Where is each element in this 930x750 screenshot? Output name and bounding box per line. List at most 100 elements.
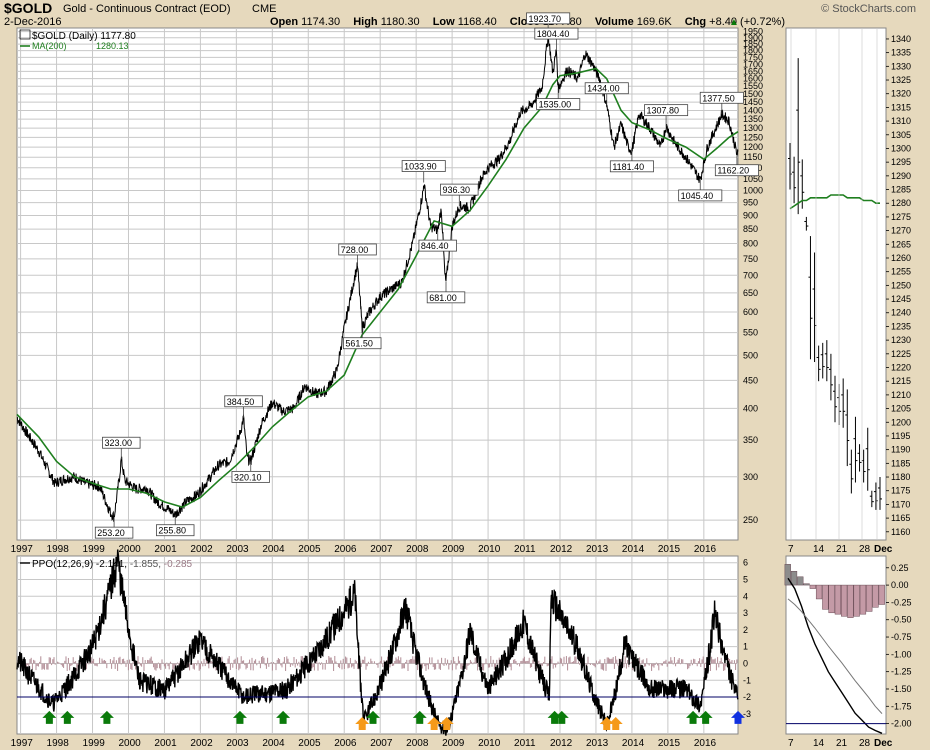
ppo-histogram-bar bbox=[859, 584, 867, 615]
y-tick-label: 400 bbox=[743, 403, 758, 413]
zoom-ma-line bbox=[789, 194, 880, 210]
y-tick-label: 1270 bbox=[891, 226, 911, 236]
x-tick-label: 2004 bbox=[262, 738, 285, 749]
y-tick-label: 600 bbox=[743, 307, 758, 317]
x-tick-label: 2011 bbox=[514, 738, 536, 749]
y-tick-label: 1650 bbox=[743, 66, 763, 76]
y-tick-label: 1900 bbox=[743, 33, 763, 43]
y-tick-label: 1950 bbox=[743, 27, 763, 37]
annotation-label: 1804.40 bbox=[537, 29, 570, 39]
y-tick-label: -1 bbox=[743, 675, 751, 685]
y-tick-label: -1.50 bbox=[891, 684, 912, 694]
x-tick-label: 2007 bbox=[370, 738, 393, 749]
annotation-box bbox=[343, 337, 382, 350]
stat-label: Low bbox=[432, 16, 458, 28]
y-tick-label: 4 bbox=[743, 591, 748, 601]
chart-symbol: $GOLD bbox=[4, 0, 53, 16]
y-tick-label: -1.75 bbox=[891, 701, 912, 711]
arrow-up-icon bbox=[439, 717, 454, 730]
annotation-label: 1307.80 bbox=[646, 106, 679, 116]
y-tick-label: -0.25 bbox=[891, 597, 912, 607]
arrow-up-icon bbox=[427, 717, 442, 730]
x-tick-label: 2008 bbox=[406, 544, 429, 555]
y-tick-label: 1265 bbox=[891, 239, 911, 249]
x-tick-label: 2009 bbox=[442, 544, 465, 555]
y-tick-label: 1295 bbox=[891, 157, 911, 167]
y-tick-label: 1330 bbox=[891, 61, 911, 71]
ppo-histogram-bar bbox=[878, 584, 885, 605]
y-tick-label: -1.00 bbox=[891, 649, 912, 659]
stat-label: Volume bbox=[594, 16, 637, 28]
arrow-up-icon bbox=[554, 710, 569, 724]
ma-legend-value: 1280.13 bbox=[96, 41, 129, 51]
y-tick-label: -0.75 bbox=[891, 632, 912, 642]
y-tick-label: 0.00 bbox=[891, 580, 909, 590]
arrow-up-icon bbox=[427, 717, 442, 730]
y-tick-label: 1185 bbox=[891, 458, 910, 468]
y-tick-label: 0.25 bbox=[891, 563, 909, 573]
y-tick-label: 1300 bbox=[743, 123, 763, 133]
price-legend-icon bbox=[19, 29, 31, 40]
x-tick-label: 14 bbox=[813, 738, 825, 749]
ppo-histogram-bar bbox=[822, 584, 829, 610]
annotation-box bbox=[401, 160, 446, 172]
y-tick-label: 1180 bbox=[891, 472, 910, 482]
arrow-up-icon bbox=[731, 710, 745, 724]
y-tick-label: 1205 bbox=[891, 404, 911, 414]
x-tick-label: 2016 bbox=[694, 738, 717, 749]
x-tick-label: 2002 bbox=[190, 544, 213, 555]
y-tick-label: 700 bbox=[743, 270, 758, 280]
annotation-label: 1181.40 bbox=[612, 162, 644, 172]
x-tick-label: 1997 bbox=[11, 738, 34, 749]
arrow-up-icon bbox=[698, 710, 713, 724]
panel-2 bbox=[785, 27, 887, 541]
ppo-histogram-bar bbox=[815, 584, 823, 600]
x-tick-label: 2003 bbox=[226, 544, 249, 555]
y-tick-label: 1255 bbox=[891, 267, 911, 277]
arrow-up-icon bbox=[731, 710, 745, 724]
arrow-up-icon bbox=[686, 710, 701, 724]
y-tick-label: -3 bbox=[743, 709, 751, 719]
y-tick-label: 950 bbox=[743, 198, 758, 208]
arrow-up-icon bbox=[60, 710, 75, 724]
y-tick-label: 1325 bbox=[891, 75, 911, 85]
arrow-up-icon bbox=[355, 717, 370, 730]
x-tick-label: 2010 bbox=[478, 544, 501, 555]
x-tick-label: 7 bbox=[788, 738, 794, 749]
annotation-label: 1033.90 bbox=[404, 162, 437, 172]
y-tick-label: 1550 bbox=[743, 81, 763, 91]
x-tick-label: 2012 bbox=[550, 544, 573, 555]
annotation-box bbox=[418, 239, 457, 252]
arrow-up-icon bbox=[99, 710, 114, 724]
y-tick-label: 550 bbox=[743, 328, 758, 338]
x-tick-label: 28 bbox=[859, 738, 871, 749]
x-tick-label: 2001 bbox=[154, 544, 177, 555]
panel-3 bbox=[16, 555, 739, 735]
x-tick-label: Dec bbox=[874, 738, 893, 749]
annotation-box bbox=[102, 436, 141, 449]
y-tick-label: 1305 bbox=[891, 130, 911, 140]
annotation-label: 1535.00 bbox=[539, 100, 572, 110]
annotation-label: 323.00 bbox=[104, 438, 132, 448]
x-tick-label: 2011 bbox=[514, 544, 536, 555]
ppo-histogram-bar bbox=[866, 584, 873, 612]
y-tick-label: 1230 bbox=[891, 335, 911, 345]
annotation-box bbox=[534, 27, 579, 40]
y-tick-label: 1190 bbox=[891, 445, 910, 455]
annotation-box bbox=[94, 526, 134, 539]
x-tick-label: 1998 bbox=[47, 738, 70, 749]
y-tick-label: 1245 bbox=[891, 294, 911, 304]
ppo-histogram-bar bbox=[834, 584, 842, 615]
annotation-label: 1434.00 bbox=[587, 84, 620, 94]
y-tick-label: 350 bbox=[743, 435, 758, 445]
y-tick-label: 1400 bbox=[743, 105, 763, 115]
ppo-histogram-bar bbox=[803, 583, 810, 586]
annotation-label: 936.30 bbox=[443, 185, 471, 195]
y-tick-label: 3 bbox=[743, 608, 748, 618]
stat-value: 1180.30 bbox=[380, 16, 423, 28]
y-tick-label: 1320 bbox=[891, 89, 911, 99]
annotation-box bbox=[526, 12, 571, 25]
annotation-label: 1162.20 bbox=[717, 166, 749, 176]
annotation-label: 255.80 bbox=[158, 526, 186, 536]
y-tick-label: 1340 bbox=[891, 34, 911, 44]
